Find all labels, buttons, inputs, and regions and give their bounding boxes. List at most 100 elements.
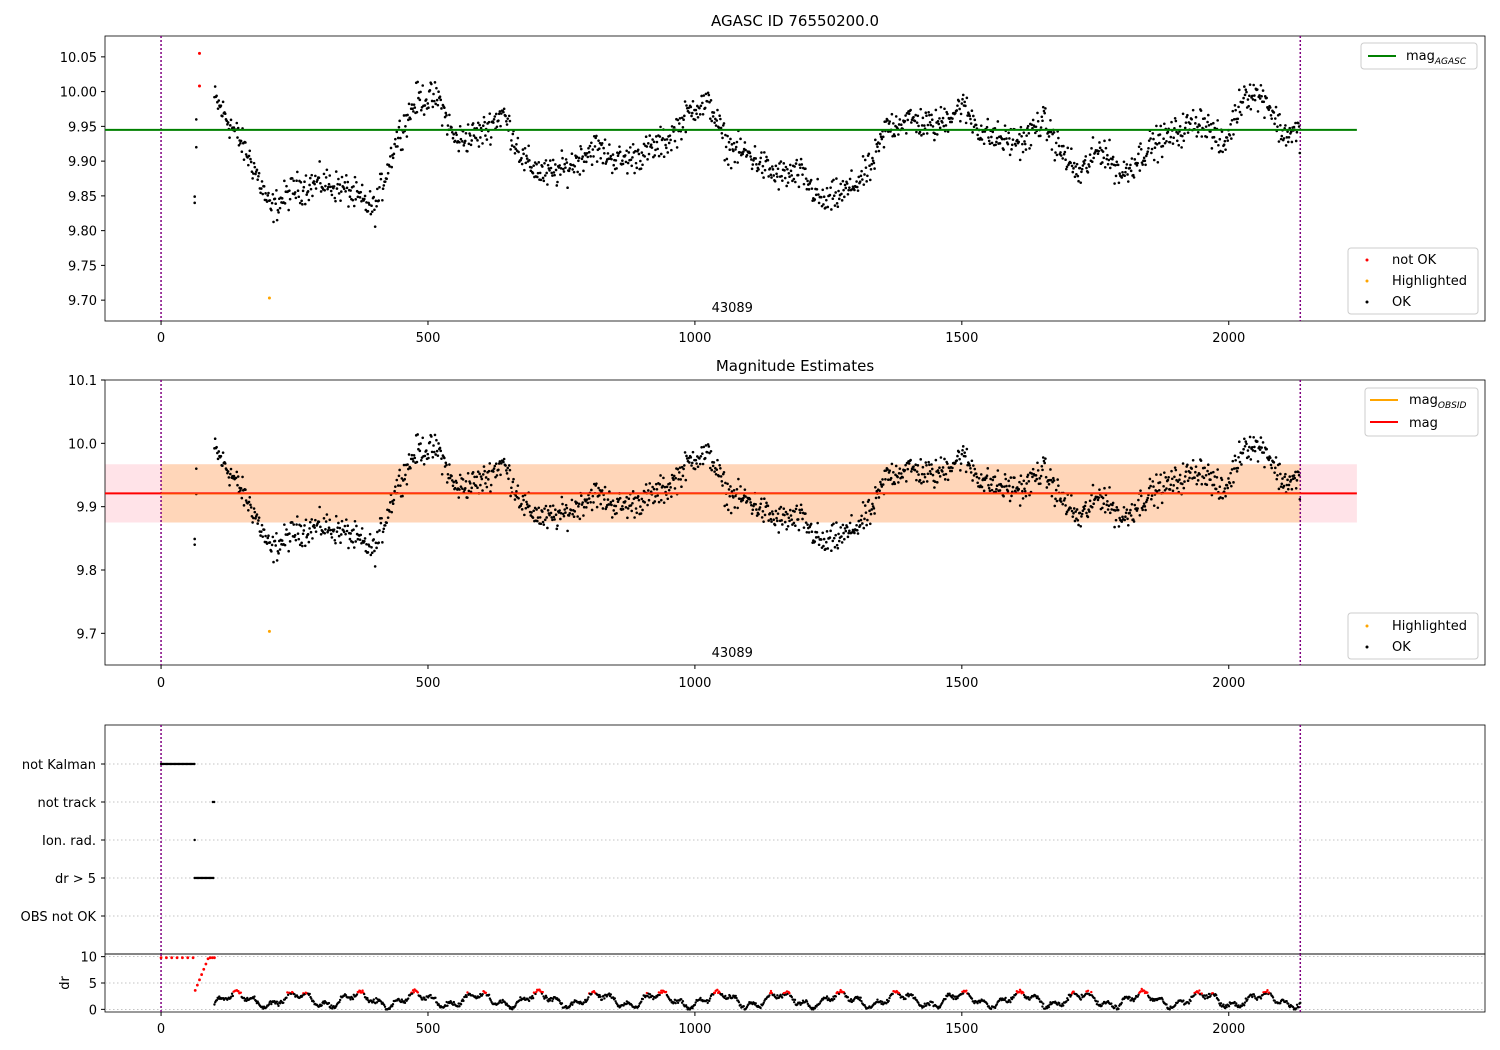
panel1-point-ok — [929, 123, 933, 127]
panel4-point-dr — [860, 1000, 863, 1003]
panel4-point-dr — [419, 996, 423, 999]
panel1-point-ok — [891, 134, 894, 138]
panel2-point-ok — [817, 535, 820, 539]
panel1-point-ok — [1080, 167, 1084, 171]
panel2-point-ok — [353, 519, 357, 523]
panel4-point-dr — [1299, 1001, 1302, 1005]
panel1-point-ok — [1237, 88, 1241, 92]
panel2-point-ok — [1240, 463, 1243, 466]
panel2-point-ok — [1052, 476, 1055, 480]
panel2-point-ok — [1199, 459, 1203, 462]
panel1-point-ok — [445, 133, 449, 136]
panel2-point-ok — [253, 510, 257, 514]
panel2-point-ok — [886, 468, 889, 471]
panel1-point-ok — [587, 146, 590, 150]
panel2-point-ok — [575, 501, 579, 505]
panel2-point-ok — [899, 472, 903, 475]
panel1-point-ok — [698, 113, 702, 116]
panel1-point-ok — [1113, 182, 1116, 185]
panel1-point-ok — [888, 120, 892, 123]
panel1-point-ok — [573, 164, 577, 168]
panel1-point-ok — [352, 185, 355, 188]
panel1-point-ok — [1272, 111, 1276, 114]
panel1-point-ok — [893, 134, 897, 138]
panel1-point-ok — [1041, 119, 1044, 123]
panel1-ytick-label: 10.05 — [60, 51, 97, 66]
panel2-point-ok — [724, 481, 727, 485]
panel3-flag-point — [193, 838, 196, 842]
panel2-point-ok — [1216, 468, 1219, 471]
panel2-point-ok — [770, 510, 774, 513]
panel2-point-ok — [272, 560, 275, 564]
panel4-point-dr — [951, 994, 954, 997]
panel2-point-ok — [374, 541, 378, 545]
panel2-point-ok — [1124, 511, 1128, 515]
panel1-point-ok — [817, 193, 820, 196]
panel2-point-ok — [470, 486, 474, 490]
panel1-point-ok — [634, 149, 637, 153]
panel1-point-ok — [422, 113, 426, 116]
panel2-point-ok — [277, 552, 280, 555]
panel1-point-ok — [786, 181, 790, 184]
panel1-point-ok — [461, 140, 464, 143]
panel2-point-ok — [698, 457, 701, 460]
panel1-point-ok — [755, 163, 758, 166]
panel2-point-ok — [789, 514, 793, 517]
panel2-point-ok — [1086, 515, 1090, 519]
panel1-point-ok — [715, 119, 719, 122]
panel2-point-ok — [773, 523, 777, 527]
panel2-point-ok — [699, 454, 703, 458]
panel2-point-ok — [292, 523, 296, 526]
panel4-point-dr — [355, 993, 359, 996]
panel4-point-dr — [706, 1001, 709, 1005]
panel2-point-ok — [888, 469, 892, 472]
panel2-point-ok — [1034, 474, 1038, 477]
panel2-point-ok — [1036, 461, 1039, 465]
panel1-point-ok — [571, 168, 574, 171]
panel2-point-ok — [504, 464, 507, 467]
panel4-point-dr — [1117, 1007, 1120, 1011]
panel1-point-ok — [996, 120, 1000, 123]
panel2-point-ok — [1102, 502, 1106, 505]
panel1-point-ok — [1274, 105, 1278, 109]
panel1-point-ok — [359, 190, 363, 194]
panel2-point-ok — [1205, 483, 1209, 487]
panel1-point-ok — [1057, 136, 1060, 140]
panel1-point-ok — [772, 174, 775, 177]
panel1-point-ok — [256, 178, 259, 181]
panel2-point-ok — [779, 505, 783, 509]
panel1-point-ok — [1114, 164, 1117, 167]
panel1-point-ok — [995, 140, 998, 144]
panel1-point-ok — [904, 114, 907, 117]
panel4-point-dr — [1022, 993, 1026, 997]
panel2-point-ok — [1144, 508, 1147, 512]
panel1-point-ok — [1214, 140, 1218, 144]
panel1-point-ok — [866, 174, 869, 178]
panel2-point-ok — [639, 512, 643, 515]
panel1-point-ok — [788, 163, 792, 167]
panel1-point-ok — [1090, 160, 1094, 163]
panel4-point-dr — [1120, 1001, 1123, 1005]
panel1-point-ok — [652, 140, 656, 144]
panel2-point-ok — [715, 468, 719, 471]
panel1-point-ok — [1083, 158, 1087, 162]
panel2-point-ok — [1013, 476, 1016, 480]
panel2-point-ok — [603, 485, 607, 489]
panel2-point-ok — [626, 516, 629, 520]
panel1-point-ok — [229, 118, 233, 122]
panel4-point-dr — [1252, 993, 1256, 996]
panel1-point-ok — [625, 149, 628, 153]
panel2-point-ok — [406, 463, 409, 466]
panel1-point-ok — [775, 172, 778, 176]
panel1-point-ok — [454, 131, 458, 135]
panel2-point-ok — [879, 483, 883, 486]
panel4-point-dr — [658, 993, 661, 997]
panel2-point-ok — [666, 497, 670, 501]
panel2-point-ok — [936, 469, 940, 472]
panel1-point-ok — [404, 124, 407, 128]
panel4-point-dr — [917, 1001, 920, 1004]
panel2-point-ok — [247, 500, 251, 504]
panel4-point-dr — [541, 990, 544, 994]
panel2-point-ok — [339, 533, 343, 536]
panel1-point-ok — [319, 181, 322, 185]
